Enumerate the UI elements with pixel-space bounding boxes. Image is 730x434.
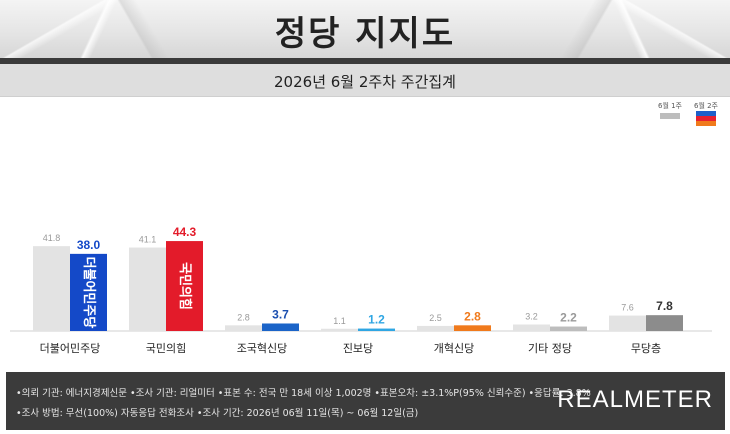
bar-current: [358, 328, 395, 331]
data-label-previous: 2.8: [237, 312, 250, 322]
party-logo: 국민의힘: [177, 262, 193, 310]
data-label-current: 2.2: [560, 311, 577, 325]
bar-current: [454, 325, 491, 331]
data-label-current: 2.8: [464, 309, 481, 323]
legend: 6월 1주 6월 2주: [658, 101, 719, 126]
bar-current: [70, 253, 107, 331]
data-label-previous: 1.1: [333, 316, 346, 326]
bar-current: [646, 315, 683, 331]
bar-previous: [513, 324, 550, 331]
party-logo: 더불어민주당: [81, 257, 97, 329]
bar-current: [262, 323, 299, 331]
category-label: 개혁신당: [434, 342, 474, 355]
data-label-previous: 41.8: [43, 233, 61, 243]
footer-survey-info: •의뢰 기관: 에너지경제신문 •조사 기관: 리얼미터 •표본 수: 전국 만…: [16, 388, 591, 399]
data-label-current: 7.8: [656, 299, 673, 313]
legend-label-previous: 6월 1주: [658, 101, 683, 110]
category-label: 기타 정당: [528, 342, 572, 355]
bar-current: [166, 241, 203, 331]
category-label: 무당층: [631, 342, 661, 355]
data-label-previous: 3.2: [525, 312, 538, 322]
legend-label-current: 6월 2주: [694, 101, 719, 110]
bar-previous: [225, 325, 262, 331]
data-label-previous: 41.1: [139, 235, 157, 245]
legend-swatch-previous: [660, 113, 680, 119]
bar-previous: [129, 247, 166, 331]
legend-swatch-current-red: [696, 116, 716, 121]
subtitle-bar: 2026년 6월 2주차 주간집계: [0, 64, 730, 97]
bar-previous: [33, 246, 70, 331]
bar-previous: [321, 328, 358, 331]
legend-swatch-current-blue: [696, 111, 716, 116]
data-label-previous: 2.5: [429, 313, 442, 323]
header-banner: 정당 지지도: [0, 0, 730, 58]
page-title: 정당 지지도: [274, 14, 456, 54]
category-label: 더불어민주당: [40, 342, 101, 355]
bar-previous: [609, 315, 646, 331]
divider-bar: [0, 58, 730, 64]
data-label-current: 1.2: [368, 313, 385, 327]
category-label: 국민의힘: [146, 342, 186, 355]
data-label-current: 3.7: [272, 307, 289, 321]
legend-swatch-current-orange: [696, 121, 716, 126]
bar-current: [550, 326, 587, 331]
bar-chart: 6월 1주 6월 2주 41.8 38.0더불어민주당더불어민주당41.144.3…: [10, 101, 719, 355]
category-label: 조국혁신당: [237, 342, 288, 355]
footer-survey-method: •조사 방법: 무선(100%) 자동응답 전화조사 •조사 기간: 2026년…: [16, 408, 419, 419]
data-label-previous: 7.6: [621, 303, 634, 313]
data-label-current: 38.0: [77, 238, 101, 252]
header-decoration-left: [0, 0, 240, 58]
bar-previous: [417, 325, 454, 331]
category-label: 진보당: [343, 342, 373, 355]
data-label-current: 44.3: [173, 225, 197, 239]
chart-subtitle: 2026년 6월 2주차 주간집계: [274, 73, 456, 91]
footer: •의뢰 기관: 에너지경제신문 •조사 기관: 리얼미터 •표본 수: 전국 만…: [6, 372, 725, 430]
brand-logo: REALMETER: [557, 386, 713, 413]
